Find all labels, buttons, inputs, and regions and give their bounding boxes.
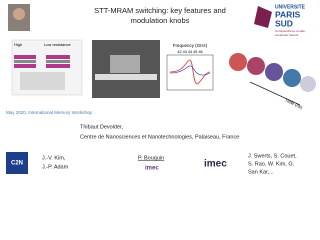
layer [46, 64, 70, 68]
photo-face [13, 8, 25, 20]
layer [14, 64, 36, 68]
c2n-logo-text: C2N [11, 161, 23, 167]
sphere [300, 76, 316, 92]
page: STT-MRAM switching: key features and mod… [6, 4, 316, 176]
fig-label: Time (ns) [284, 97, 304, 110]
collaborator: S. Rao, W. Kim, G. [248, 161, 295, 167]
tem-pillar [110, 55, 140, 73]
logo-shape [254, 6, 272, 28]
collaborator: J. Swerts, S. Couet, [248, 153, 297, 159]
author-name: Thibaut Devolder, [80, 124, 124, 130]
layer [46, 60, 70, 63]
fig-label: High [14, 42, 22, 47]
device-sketch [20, 72, 65, 90]
logo-text: SUD [275, 18, 293, 28]
figure-spectrum [166, 54, 214, 91]
title: STT-MRAM switching: key features and [94, 6, 226, 15]
logo-text: PARIS [275, 9, 301, 19]
title: modulation knobs [131, 16, 190, 25]
sphere [229, 53, 247, 71]
fig-label: Frequency (GHz) [173, 43, 208, 48]
logo-text: UNIVERSITE [275, 4, 306, 10]
fig-label: Low resistance [44, 42, 71, 47]
time-arrow [249, 81, 301, 106]
imec-logo-small: imec [145, 166, 159, 172]
logo-tagline: Comprendre le monde, [275, 29, 306, 33]
imec-logo: imec [204, 159, 227, 170]
layer [14, 55, 36, 59]
collaborator: P. Bouquin [138, 155, 164, 161]
collaborator: San Kar,... [248, 169, 274, 175]
tem-layer [95, 74, 157, 80]
affiliation: Centre de Nanosciences et Nanotechnologi… [80, 134, 239, 140]
spectrum-curve [169, 59, 211, 85]
layer [14, 60, 36, 63]
fig-ticks: 42 43 44 45 46 [177, 50, 202, 54]
spectrum-curve [169, 65, 211, 76]
layer [46, 55, 70, 59]
event: May 2020, International Memory Workshop [6, 110, 92, 115]
collaborator: J.-P. Adam [42, 164, 69, 170]
sphere [247, 57, 265, 75]
logo-tagline: construire l'avenir [275, 33, 298, 37]
c2n-logo [6, 152, 28, 174]
sphere [283, 69, 301, 87]
sphere [265, 63, 283, 81]
slide: STT-MRAM switching: key features and mod… [6, 4, 316, 175]
collaborator: J.-V. Kim, [42, 155, 66, 161]
